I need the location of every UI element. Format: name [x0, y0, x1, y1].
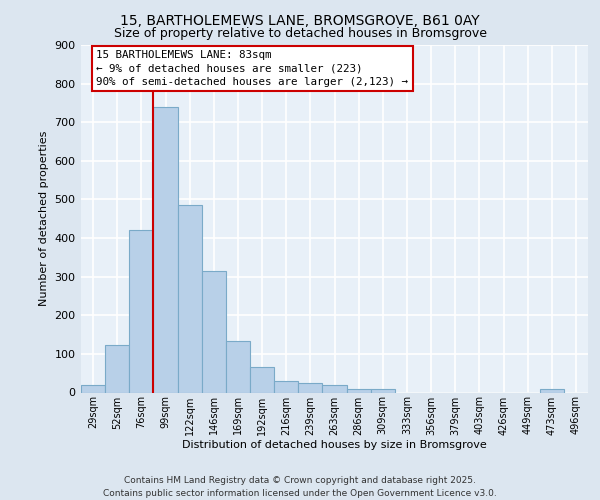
- Text: Size of property relative to detached houses in Bromsgrove: Size of property relative to detached ho…: [113, 28, 487, 40]
- X-axis label: Distribution of detached houses by size in Bromsgrove: Distribution of detached houses by size …: [182, 440, 487, 450]
- Bar: [154, 107, 178, 393]
- Bar: [105, 346, 129, 393]
- Bar: [298, 383, 322, 392]
- Bar: [202, 271, 226, 392]
- Text: 15, BARTHOLEMEWS LANE, BROMSGROVE, B61 0AY: 15, BARTHOLEMEWS LANE, BROMSGROVE, B61 0…: [120, 14, 480, 28]
- Bar: [371, 390, 395, 392]
- Bar: [347, 388, 371, 392]
- Bar: [540, 390, 564, 392]
- Text: Contains HM Land Registry data © Crown copyright and database right 2025.: Contains HM Land Registry data © Crown c…: [124, 476, 476, 485]
- Text: Contains public sector information licensed under the Open Government Licence v3: Contains public sector information licen…: [103, 489, 497, 498]
- Bar: [250, 368, 274, 392]
- Bar: [81, 385, 105, 392]
- Bar: [274, 381, 298, 392]
- Bar: [322, 385, 347, 392]
- Bar: [178, 205, 202, 392]
- Text: 15 BARTHOLEMEWS LANE: 83sqm
← 9% of detached houses are smaller (223)
90% of sem: 15 BARTHOLEMEWS LANE: 83sqm ← 9% of deta…: [96, 50, 408, 86]
- Bar: [129, 230, 154, 392]
- Bar: [226, 341, 250, 392]
- Y-axis label: Number of detached properties: Number of detached properties: [39, 131, 49, 306]
